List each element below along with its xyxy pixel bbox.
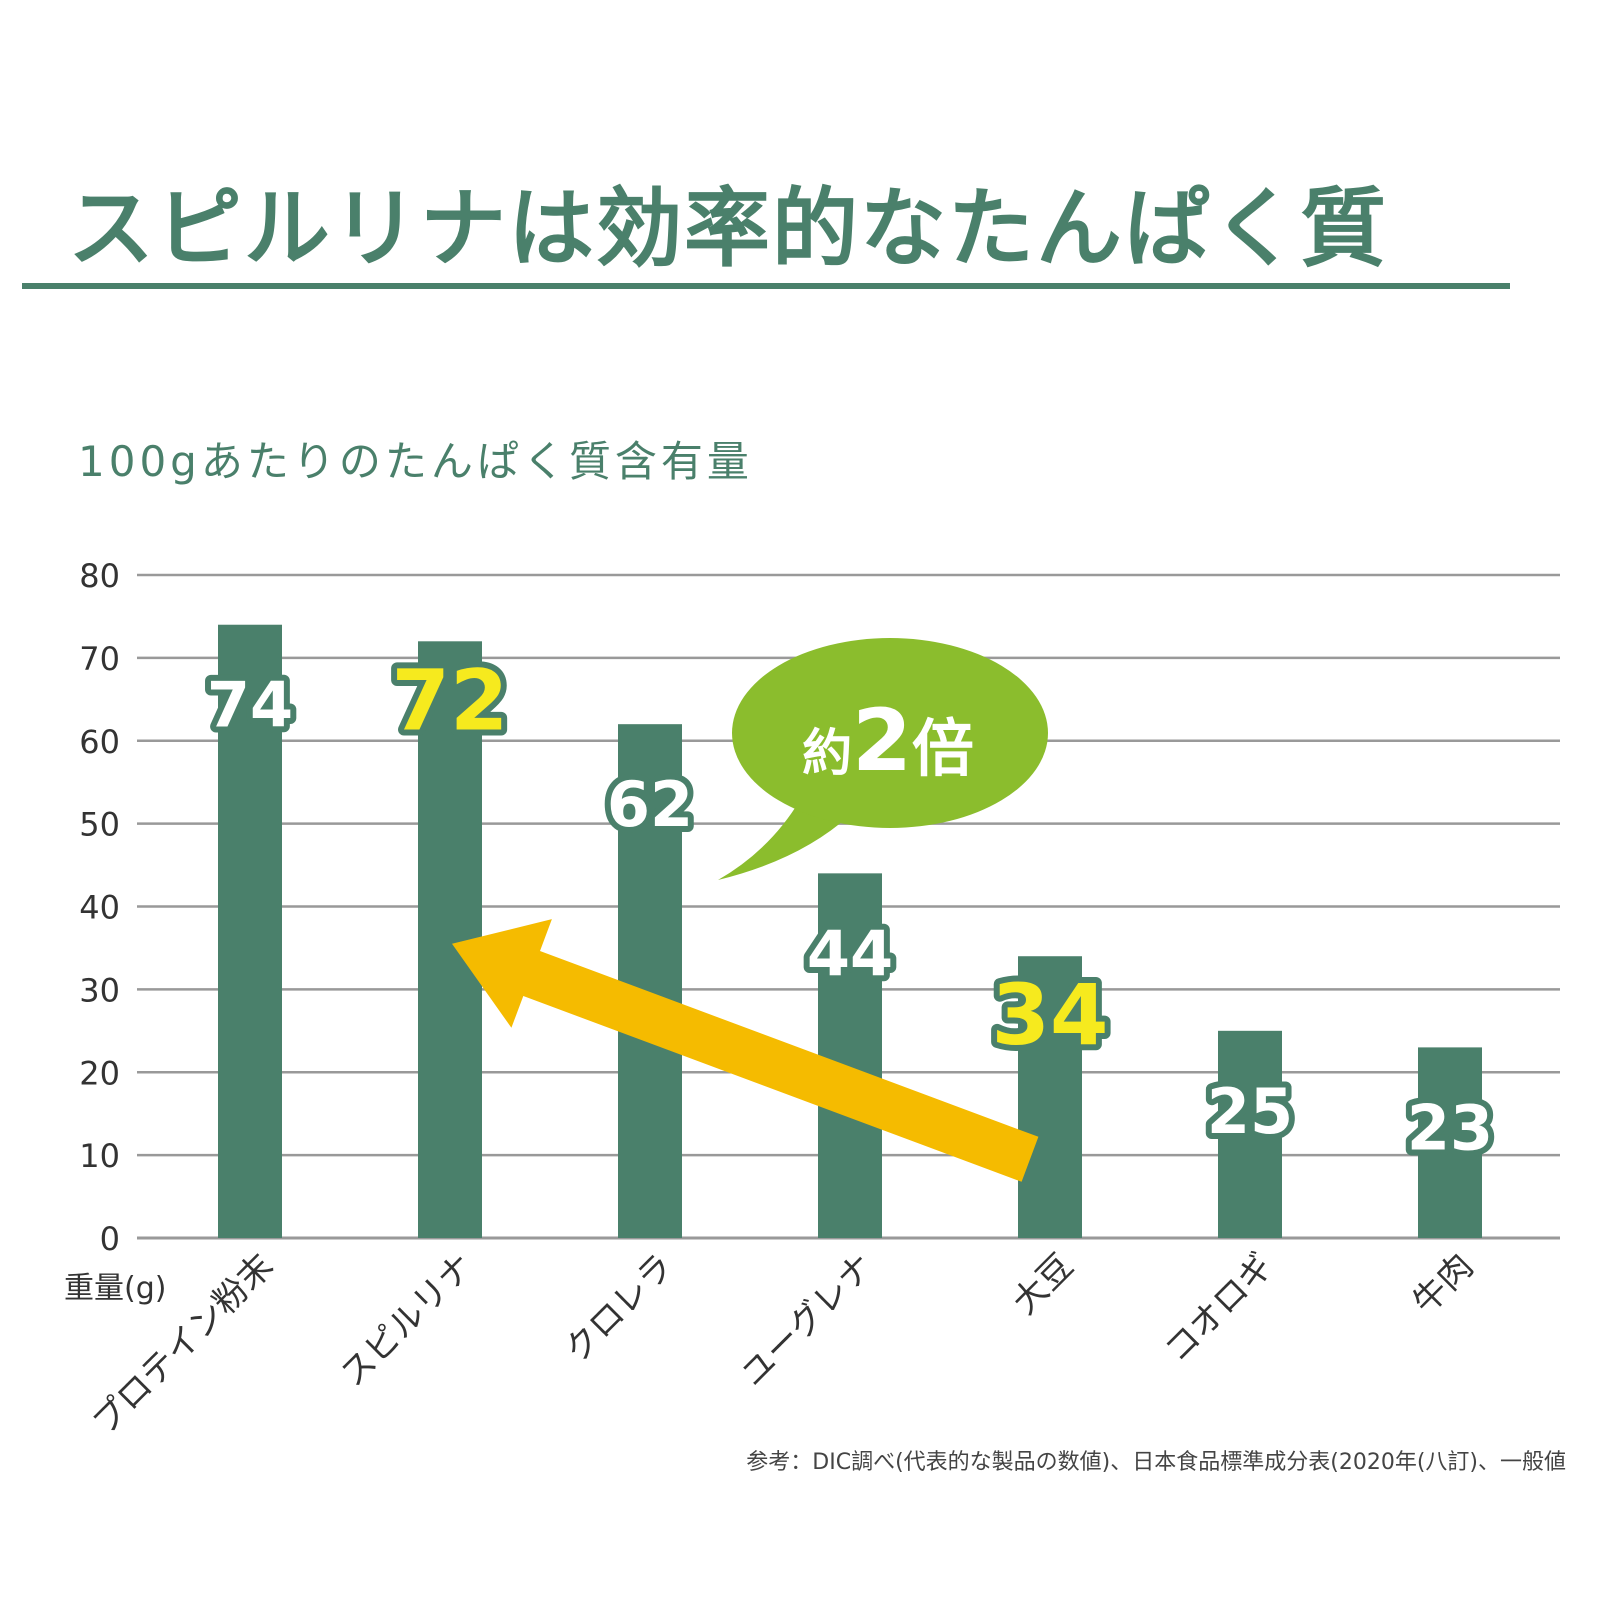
x-tick-label: 牛肉	[1405, 1246, 1481, 1322]
data-label: 44	[807, 917, 893, 990]
bar	[818, 873, 882, 1238]
title-divider	[22, 283, 1510, 289]
bar	[618, 724, 682, 1238]
x-tick-label: 大豆	[1005, 1246, 1081, 1322]
bars	[218, 624, 1482, 1238]
data-label: 25	[1207, 1075, 1293, 1148]
data-label: 72	[392, 651, 509, 749]
bar	[1418, 1047, 1482, 1238]
callout-bubble: 約2倍	[718, 638, 1048, 880]
data-label: 74	[207, 669, 293, 742]
bar	[218, 624, 282, 1238]
y-tick-label: 60	[79, 723, 120, 761]
callout-ellipse	[732, 638, 1048, 828]
y-tick-label: 80	[79, 557, 120, 595]
y-tick-label: 30	[79, 971, 120, 1009]
callout-prefix: 約	[802, 724, 852, 782]
callout-suffix: 倍	[912, 712, 974, 785]
chart-subtitle: 100gあたりのたんぱく質含有量	[78, 437, 753, 486]
y-tick-label: 10	[79, 1137, 120, 1175]
x-tick-label: コオロギ	[1157, 1246, 1281, 1370]
y-axis-ticks: 0 10 20 30 40 50 60 70 80	[79, 557, 120, 1258]
comparison-arrow	[452, 919, 1039, 1182]
callout-text: 約2倍	[802, 691, 974, 791]
callout-tail	[718, 800, 850, 880]
data-label: 62	[607, 768, 693, 841]
x-axis-ticks: プロテイン粉末 スピルリナ クロレラ ユーグレナ 大豆 コオロギ 牛肉	[85, 1246, 1482, 1443]
x-tick-label: クロレラ	[557, 1246, 681, 1370]
y-tick-label: 70	[79, 640, 120, 678]
y-tick-label: 50	[79, 806, 120, 844]
bar	[1218, 1030, 1282, 1238]
callout-number: 2	[852, 691, 912, 791]
data-labels: 74 72 62 44 34 25 23	[201, 645, 1499, 1170]
page-title: スピルリナは効率的なたんぱく質	[68, 179, 1388, 279]
source-note: 参考：DIC調べ(代表的な製品の数値)、日本食品標準成分表(2020年(八訂)、…	[746, 1450, 1566, 1475]
data-label: 34	[992, 966, 1109, 1064]
y-tick-label: 40	[79, 889, 120, 927]
x-tick-label: スピルリナ	[333, 1246, 481, 1394]
y-tick-label: 0	[100, 1220, 120, 1258]
arrow-shape	[452, 919, 1039, 1182]
bar	[1018, 956, 1082, 1238]
y-axis-label: 重量(g)	[64, 1271, 166, 1306]
y-tick-label: 20	[79, 1054, 120, 1092]
data-label: 23	[1407, 1091, 1493, 1164]
x-tick-label: ユーグレナ	[733, 1246, 881, 1394]
